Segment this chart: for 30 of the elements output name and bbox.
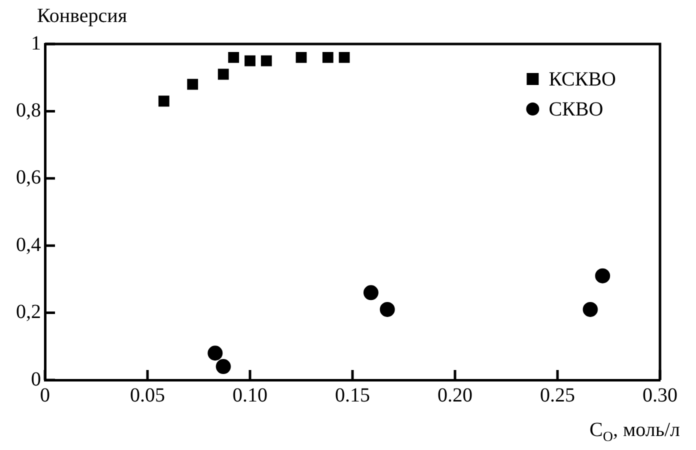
x-tick-label: 0.25 <box>540 384 575 406</box>
x-tick-label: 0.05 <box>130 384 165 406</box>
point <box>595 268 610 284</box>
x-tick-label: 0.20 <box>438 384 472 406</box>
y-axis-title: Конверсия <box>37 5 128 27</box>
y-tick-label: 0,6 <box>16 166 41 189</box>
x-tick-label: 0.30 <box>642 384 678 406</box>
point <box>244 55 256 66</box>
point <box>363 285 378 300</box>
point <box>218 68 229 80</box>
point <box>158 96 170 107</box>
y-tick-label: 0,4 <box>16 234 41 256</box>
point <box>208 346 223 361</box>
point <box>338 52 350 63</box>
point <box>296 52 307 63</box>
x-tick-label: 0.10 <box>232 384 268 406</box>
point <box>380 302 395 317</box>
x-tick-label: 0.15 <box>335 384 370 406</box>
point <box>260 55 272 66</box>
y-tick-label: 0 <box>31 368 41 390</box>
point <box>228 52 240 63</box>
point <box>187 78 198 90</box>
y-tick-label: 0,8 <box>16 99 41 122</box>
point <box>582 302 598 317</box>
y-tick-label: 0,2 <box>16 301 41 324</box>
point <box>322 52 334 63</box>
point <box>216 359 231 374</box>
legend-label: СКВО <box>548 98 604 120</box>
legend-label: КСКВО <box>548 68 616 90</box>
y-tick-label: 1 <box>31 32 41 54</box>
